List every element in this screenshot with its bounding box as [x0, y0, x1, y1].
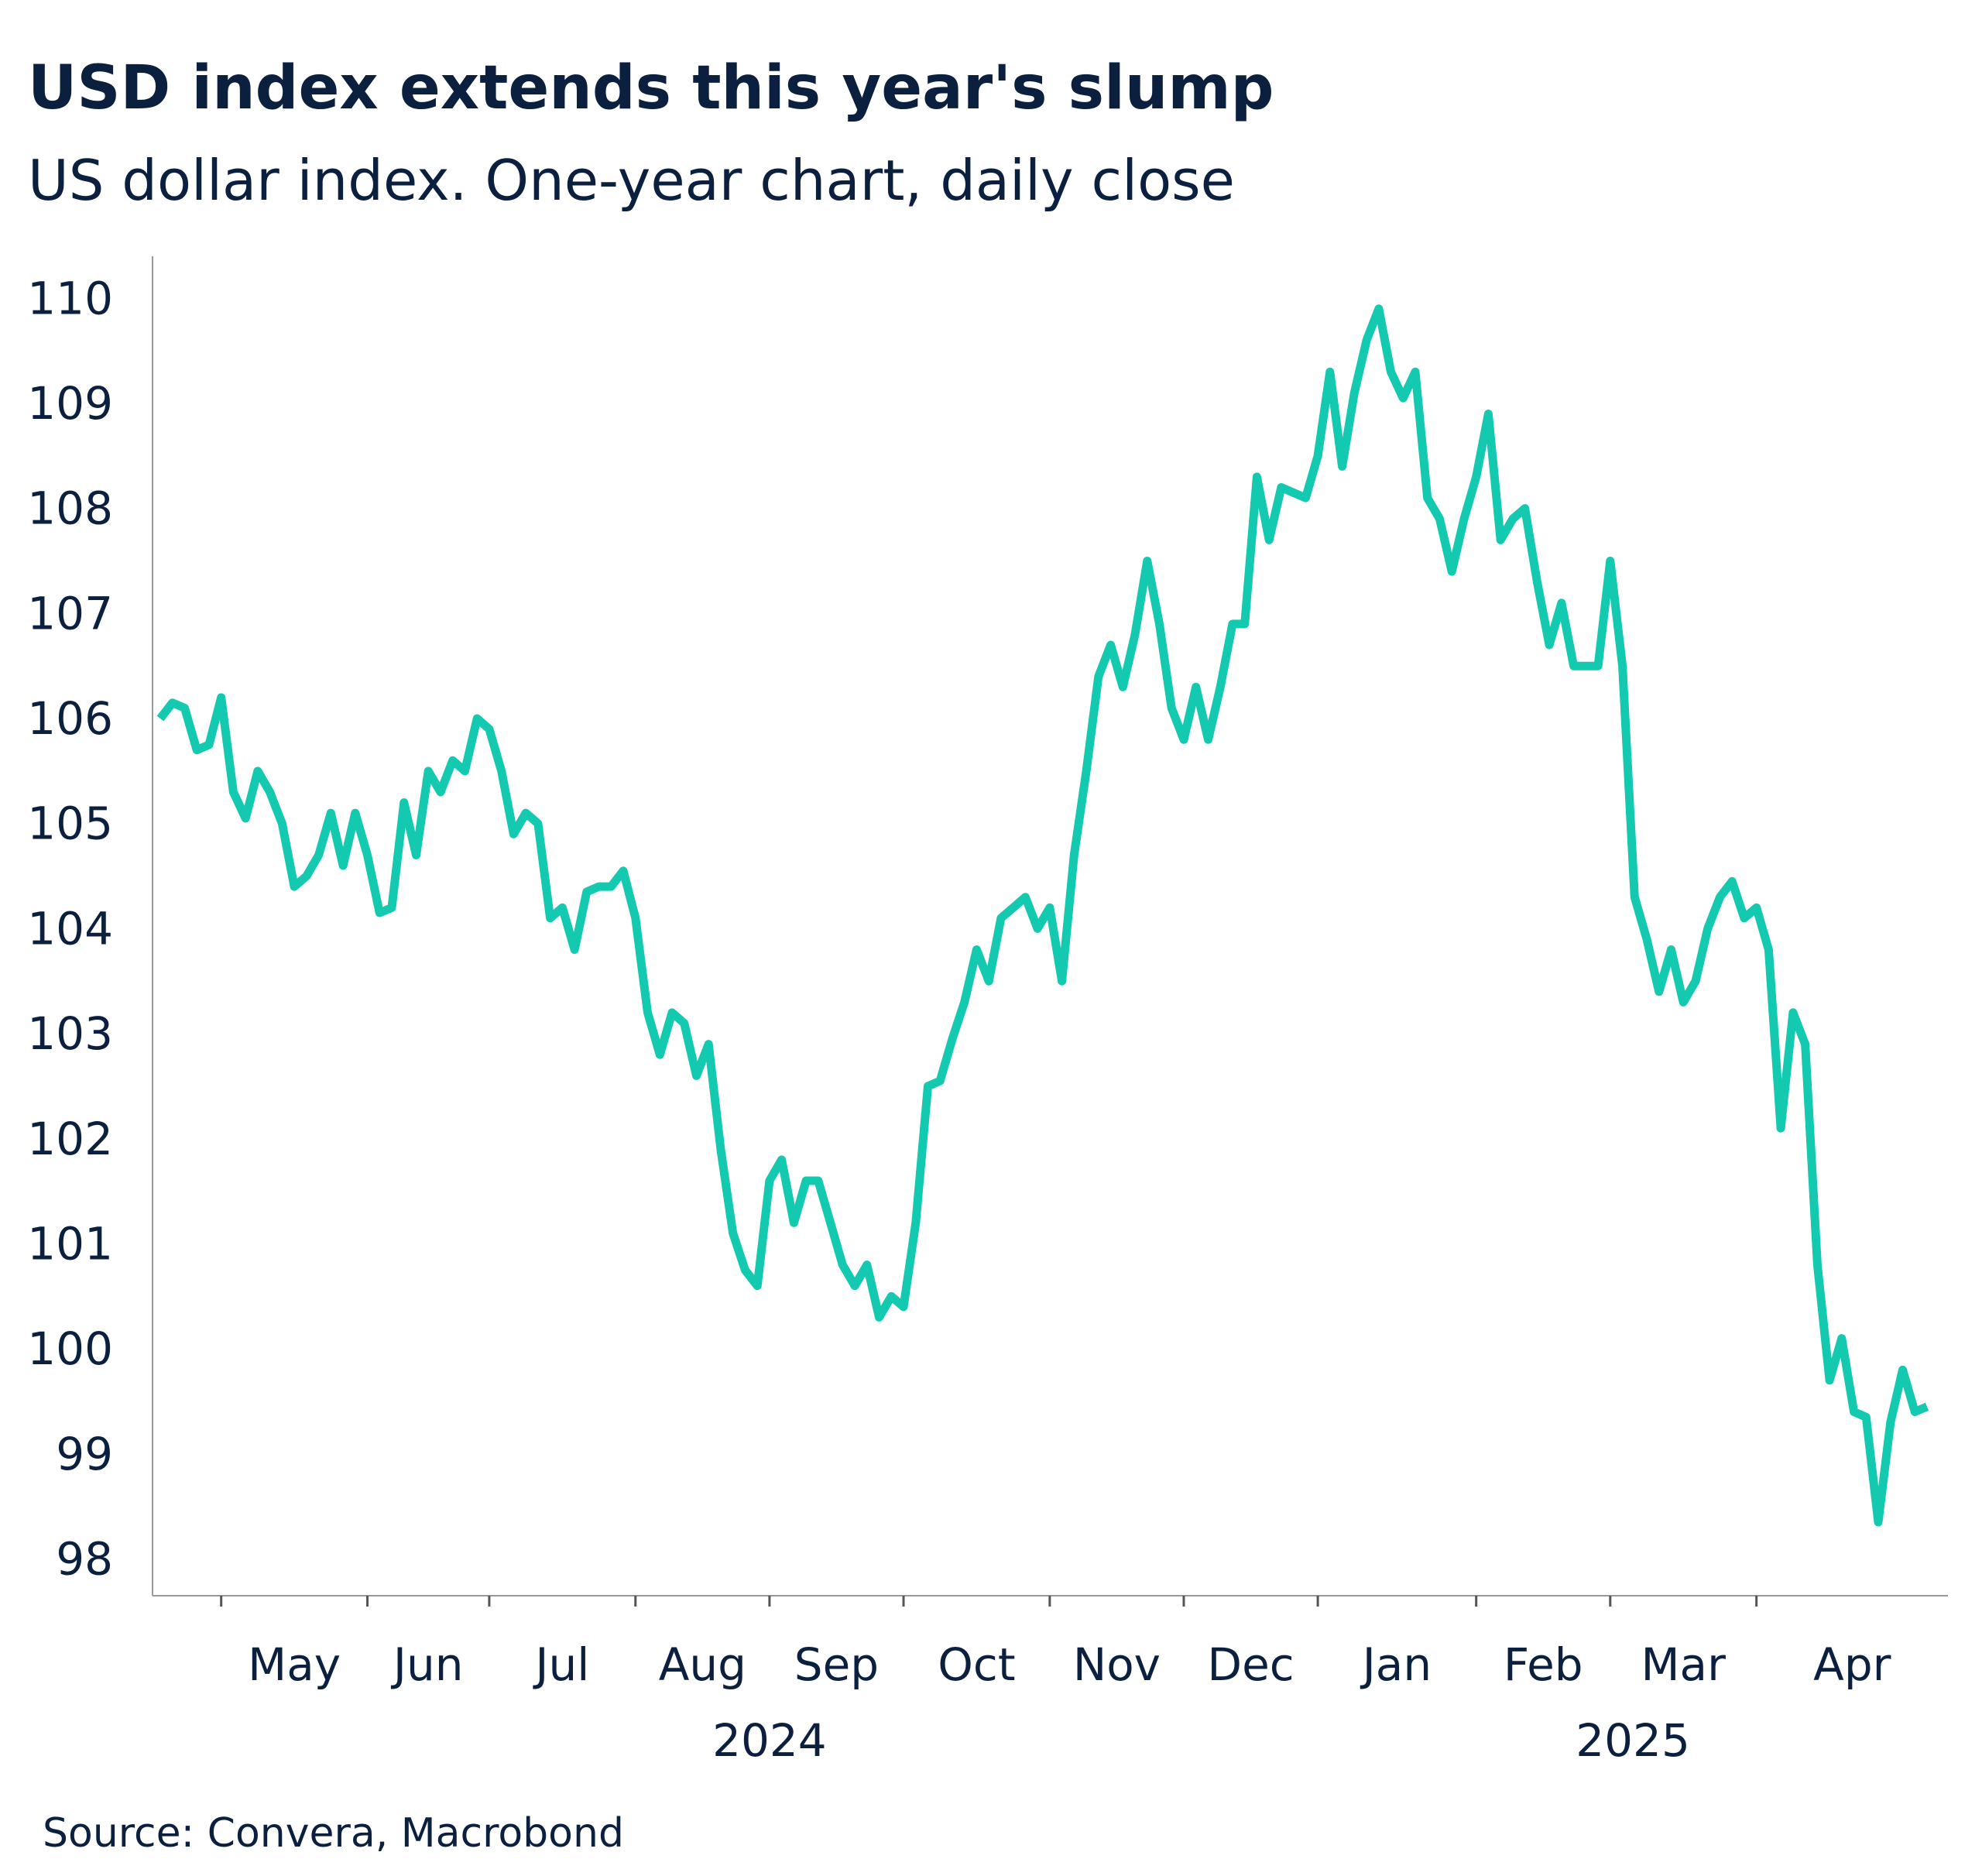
y-tick-label: 110 [27, 272, 113, 324]
x-tick-label: Mar [1641, 1638, 1727, 1691]
x-tick-label: Dec [1207, 1638, 1294, 1691]
y-tick-label: 108 [27, 482, 113, 535]
x-tick-label: Sep [794, 1638, 879, 1691]
source-note: Source: Convera, Macrobond [43, 1810, 624, 1857]
y-tick-label: 109 [27, 377, 113, 430]
x-tick-label: Jun [391, 1638, 464, 1691]
chart-subtitle: US dollar index. One-year chart, daily c… [28, 148, 1235, 213]
y-tick-label: 104 [27, 902, 113, 955]
x-tick-label: Nov [1073, 1638, 1161, 1691]
y-tick-label: 105 [27, 797, 113, 850]
y-tick-label: 101 [27, 1217, 113, 1270]
y-tick-label: 102 [27, 1113, 113, 1165]
y-tick-label: 98 [56, 1533, 113, 1586]
x-group-label: 2025 [1576, 1714, 1690, 1767]
x-tick-label: Jul [533, 1638, 589, 1691]
y-tick-label: 106 [27, 692, 113, 745]
x-tick-label: Aug [659, 1638, 746, 1691]
x-tick-label: Jan [1360, 1638, 1432, 1691]
x-tick-label: Feb [1504, 1638, 1583, 1691]
x-group-label: 2024 [712, 1714, 827, 1767]
y-tick-label: 103 [27, 1007, 113, 1060]
x-tick-label: Oct [938, 1638, 1015, 1691]
chart-title: USD index extends this year's slump [28, 53, 1274, 123]
y-tick-label: 107 [27, 587, 113, 640]
x-tick-label: May [248, 1638, 341, 1691]
data-line [156, 304, 1929, 1527]
x-tick-label: Apr [1813, 1638, 1891, 1691]
y-tick-label: 100 [27, 1322, 113, 1375]
y-tick-label: 99 [56, 1428, 113, 1480]
